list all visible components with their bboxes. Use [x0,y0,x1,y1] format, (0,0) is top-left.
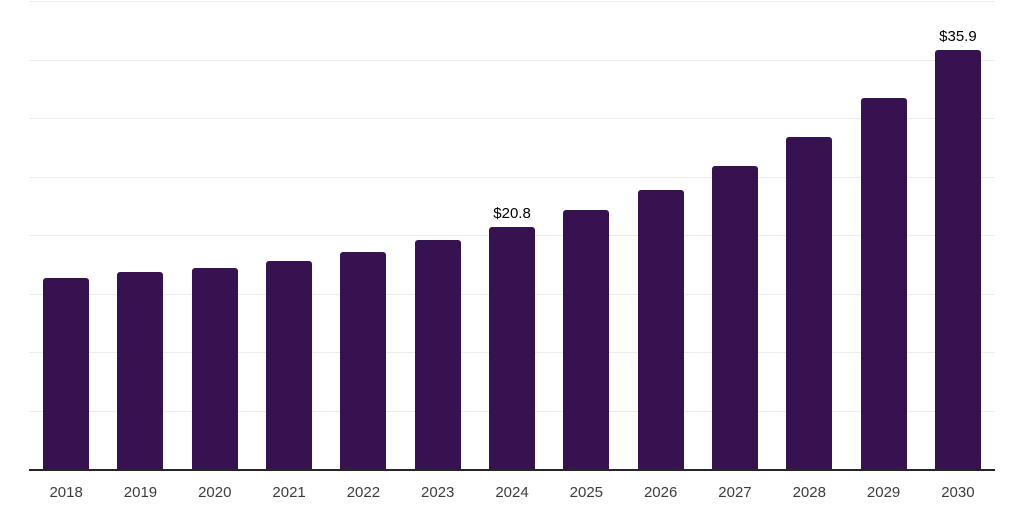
bar-2028 [786,136,833,470]
x-tick-label: 2021 [272,484,306,501]
bars: $20.8 $35.9 [29,2,995,470]
x-tick-label: 2020 [198,484,232,501]
x-tick-label: 2023 [421,484,455,501]
bar-2018 [43,278,90,470]
bar-slot [549,2,623,470]
x-tick-label: 2028 [792,484,826,501]
x-tick-label: 2018 [49,484,83,501]
x-tick-label: 2022 [346,484,381,501]
x-tick-label: 2026 [643,484,678,501]
x-axis-line [29,469,995,471]
bar-2025 [563,210,610,470]
bar-2024: $20.8 [489,205,536,470]
plot-area: $20.8 $35.9 [29,1,995,470]
bar-slot: $20.8 [475,2,549,470]
bar-2022 [340,252,387,470]
bar-slot [624,2,698,470]
x-tick-label: 2027 [718,484,752,501]
bar-slot [846,2,920,470]
gridline [29,176,995,178]
bar-slot [103,2,177,470]
bar-2020 [191,267,238,470]
bar-2027 [711,165,758,470]
bar-slot [29,2,103,470]
bar-2029 [860,97,907,470]
bar-value-label: $35.9 [939,27,977,45]
bar-slot [178,2,252,470]
bar-slot [401,2,475,470]
bar-2026 [637,190,684,470]
bar-slot [252,2,326,470]
x-tick-label: 2029 [866,484,901,501]
x-tick-label: 2019 [123,484,158,501]
bar-2030: $35.9 [934,28,981,470]
bar-2021 [266,260,313,470]
x-tick-label: 2024 [495,484,529,501]
bar-slot [326,2,400,470]
gridline [29,118,995,119]
x-tick-label: 2025 [569,484,604,501]
bar-slot: $35.9 [921,2,995,470]
x-axis-labels: 2018 2019 2020 2021 2022 2023 2024 2025 2026 2027… [29,484,995,501]
bar-value-label: $20.8 [493,204,531,222]
gridline [29,59,995,61]
bar-slot [772,2,846,470]
bar-2019 [117,272,164,470]
x-tick-label: 2030 [941,484,975,501]
gridline [29,1,995,2]
bar-2023 [414,239,461,470]
bar-slot [698,2,772,470]
